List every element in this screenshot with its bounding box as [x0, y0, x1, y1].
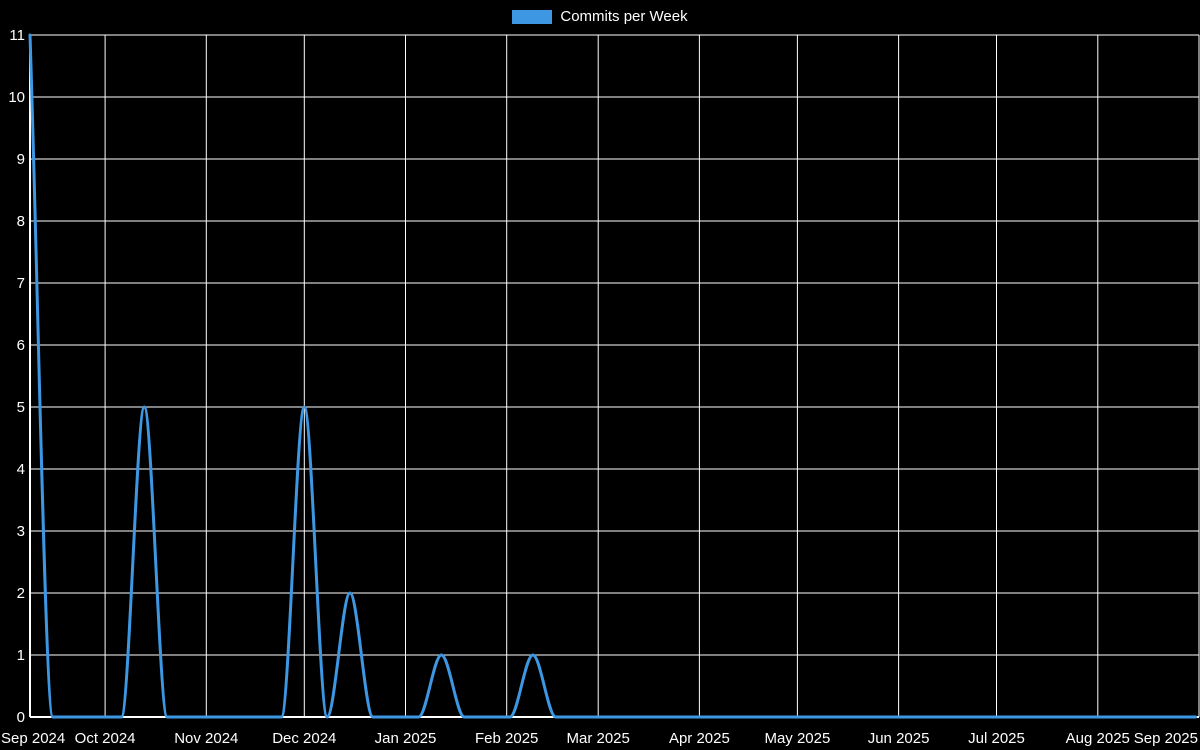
x-tick-label: Apr 2025	[669, 730, 730, 747]
y-tick-label: 10	[8, 89, 25, 106]
y-tick-label: 11	[9, 27, 25, 44]
x-tick-label: Oct 2024	[75, 730, 136, 747]
y-tick-label: 3	[17, 523, 25, 540]
y-tick-label: 5	[17, 399, 25, 416]
x-tick-label: Mar 2025	[567, 730, 630, 747]
legend-color-swatch	[512, 10, 553, 24]
legend-label: Commits per Week	[560, 8, 688, 25]
y-tick-label: 4	[17, 461, 25, 478]
x-tick-label: Jan 2025	[375, 730, 437, 747]
legend-item-commits-per-week[interactable]: Commits per Week	[0, 9, 1200, 25]
x-tick-label: Nov 2024	[174, 730, 238, 747]
y-tick-label: 0	[17, 709, 25, 726]
y-tick-label: 7	[17, 275, 25, 292]
x-tick-label: Sep 2024	[1, 730, 65, 747]
series-line-commits-per-week	[28, 33, 1198, 719]
y-tick-label: 8	[17, 213, 25, 230]
y-tick-label: 2	[17, 585, 25, 602]
y-tick-label: 1	[17, 647, 25, 664]
x-tick-label: Dec 2024	[272, 730, 336, 747]
y-tick-label: 6	[17, 337, 25, 354]
x-tick-label: Sep 2025	[1134, 730, 1198, 747]
x-tick-label: Jul 2025	[968, 730, 1025, 747]
x-tick-label: May 2025	[764, 730, 830, 747]
y-tick-label: 9	[17, 151, 25, 168]
x-tick-label: Jun 2025	[868, 730, 930, 747]
x-tick-label: Aug 2025	[1066, 730, 1130, 747]
x-tick-label: Feb 2025	[475, 730, 538, 747]
